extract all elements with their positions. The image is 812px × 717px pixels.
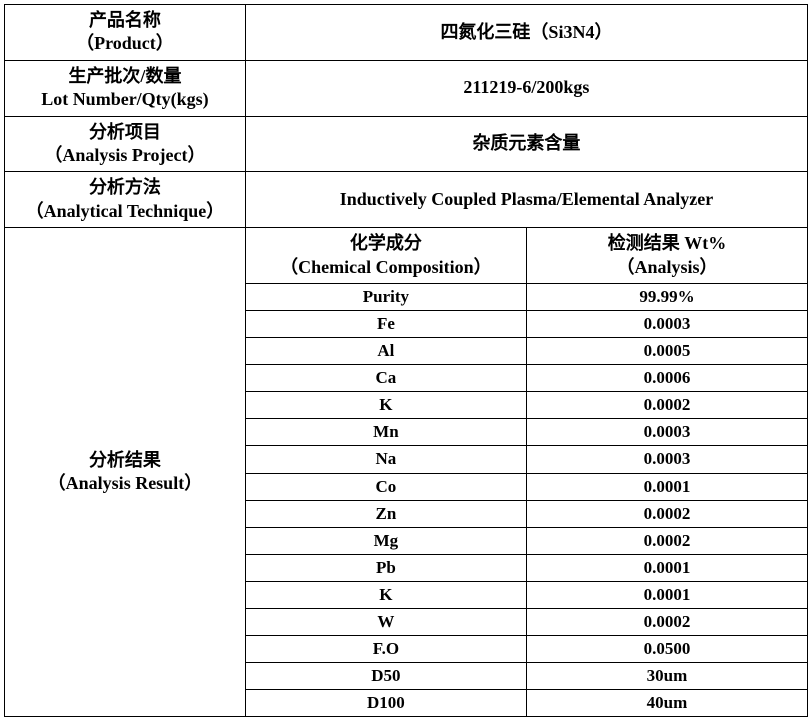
product-label-cn: 产品名称	[89, 10, 161, 30]
lot-label: 生产批次/数量 Lot Number/Qty(kgs)	[5, 60, 246, 116]
comp-value: 0.0002	[526, 609, 807, 636]
comp-name: Na	[245, 446, 526, 473]
comp-value: 0.0001	[526, 581, 807, 608]
product-label-en: （Product）	[76, 33, 174, 53]
comp-value: 0.0002	[526, 500, 807, 527]
product-row: 产品名称 （Product） 四氮化三硅（Si3N4）	[5, 5, 808, 61]
result-label: 分析结果 （Analysis Result）	[5, 228, 246, 717]
project-label: 分析项目 （Analysis Project）	[5, 116, 246, 172]
method-label: 分析方法 （Analytical Technique）	[5, 172, 246, 228]
analysis-header: 检测结果 Wt% （Analysis）	[526, 228, 807, 284]
comp-value: 30um	[526, 663, 807, 690]
comp-name: Purity	[245, 283, 526, 310]
comp-name: Mn	[245, 419, 526, 446]
comp-name: D100	[245, 690, 526, 717]
method-label-cn: 分析方法	[89, 177, 161, 197]
comp-value: 40um	[526, 690, 807, 717]
analysis-report-table: 产品名称 （Product） 四氮化三硅（Si3N4） 生产批次/数量 Lot …	[4, 4, 808, 717]
comp-value: 0.0005	[526, 338, 807, 365]
product-value: 四氮化三硅（Si3N4）	[245, 5, 807, 61]
comp-name: K	[245, 392, 526, 419]
comp-value: 0.0002	[526, 392, 807, 419]
comp-name: D50	[245, 663, 526, 690]
comp-name: Ca	[245, 365, 526, 392]
comp-name: Co	[245, 473, 526, 500]
comp-value: 0.0003	[526, 311, 807, 338]
composition-header: 化学成分 （Chemical Composition）	[245, 228, 526, 284]
comp-value: 0.0006	[526, 365, 807, 392]
lot-label-en: Lot Number/Qty(kgs)	[41, 89, 209, 109]
project-label-cn: 分析项目	[89, 122, 161, 142]
comp-value: 0.0002	[526, 527, 807, 554]
product-label: 产品名称 （Product）	[5, 5, 246, 61]
lot-label-cn: 生产批次/数量	[68, 66, 181, 86]
comp-value: 0.0001	[526, 554, 807, 581]
comp-name: Fe	[245, 311, 526, 338]
lot-value: 211219-6/200kgs	[245, 60, 807, 116]
composition-header-cn: 化学成分	[350, 233, 422, 253]
project-label-en: （Analysis Project）	[44, 145, 205, 165]
comp-name: Zn	[245, 500, 526, 527]
comp-value: 99.99%	[526, 283, 807, 310]
comp-name: Mg	[245, 527, 526, 554]
comp-value: 0.0003	[526, 446, 807, 473]
comp-value: 0.0001	[526, 473, 807, 500]
lot-row: 生产批次/数量 Lot Number/Qty(kgs) 211219-6/200…	[5, 60, 808, 116]
comp-value: 0.0500	[526, 636, 807, 663]
comp-name: Pb	[245, 554, 526, 581]
project-row: 分析项目 （Analysis Project） 杂质元素含量	[5, 116, 808, 172]
analysis-header-en: （Analysis）	[616, 257, 717, 277]
method-label-en: （Analytical Technique）	[26, 201, 225, 221]
project-value: 杂质元素含量	[245, 116, 807, 172]
analysis-header-cn: 检测结果 Wt%	[608, 233, 727, 253]
result-label-en: （Analysis Result）	[48, 473, 203, 493]
comp-value: 0.0003	[526, 419, 807, 446]
composition-header-en: （Chemical Composition）	[280, 257, 492, 277]
comp-name: K	[245, 581, 526, 608]
result-label-cn: 分析结果	[89, 450, 161, 470]
comp-name: Al	[245, 338, 526, 365]
comp-name: F.O	[245, 636, 526, 663]
comp-name: W	[245, 609, 526, 636]
method-row: 分析方法 （Analytical Technique） Inductively …	[5, 172, 808, 228]
result-header-row: 分析结果 （Analysis Result） 化学成分 （Chemical Co…	[5, 228, 808, 284]
method-value: Inductively Coupled Plasma/Elemental Ana…	[245, 172, 807, 228]
